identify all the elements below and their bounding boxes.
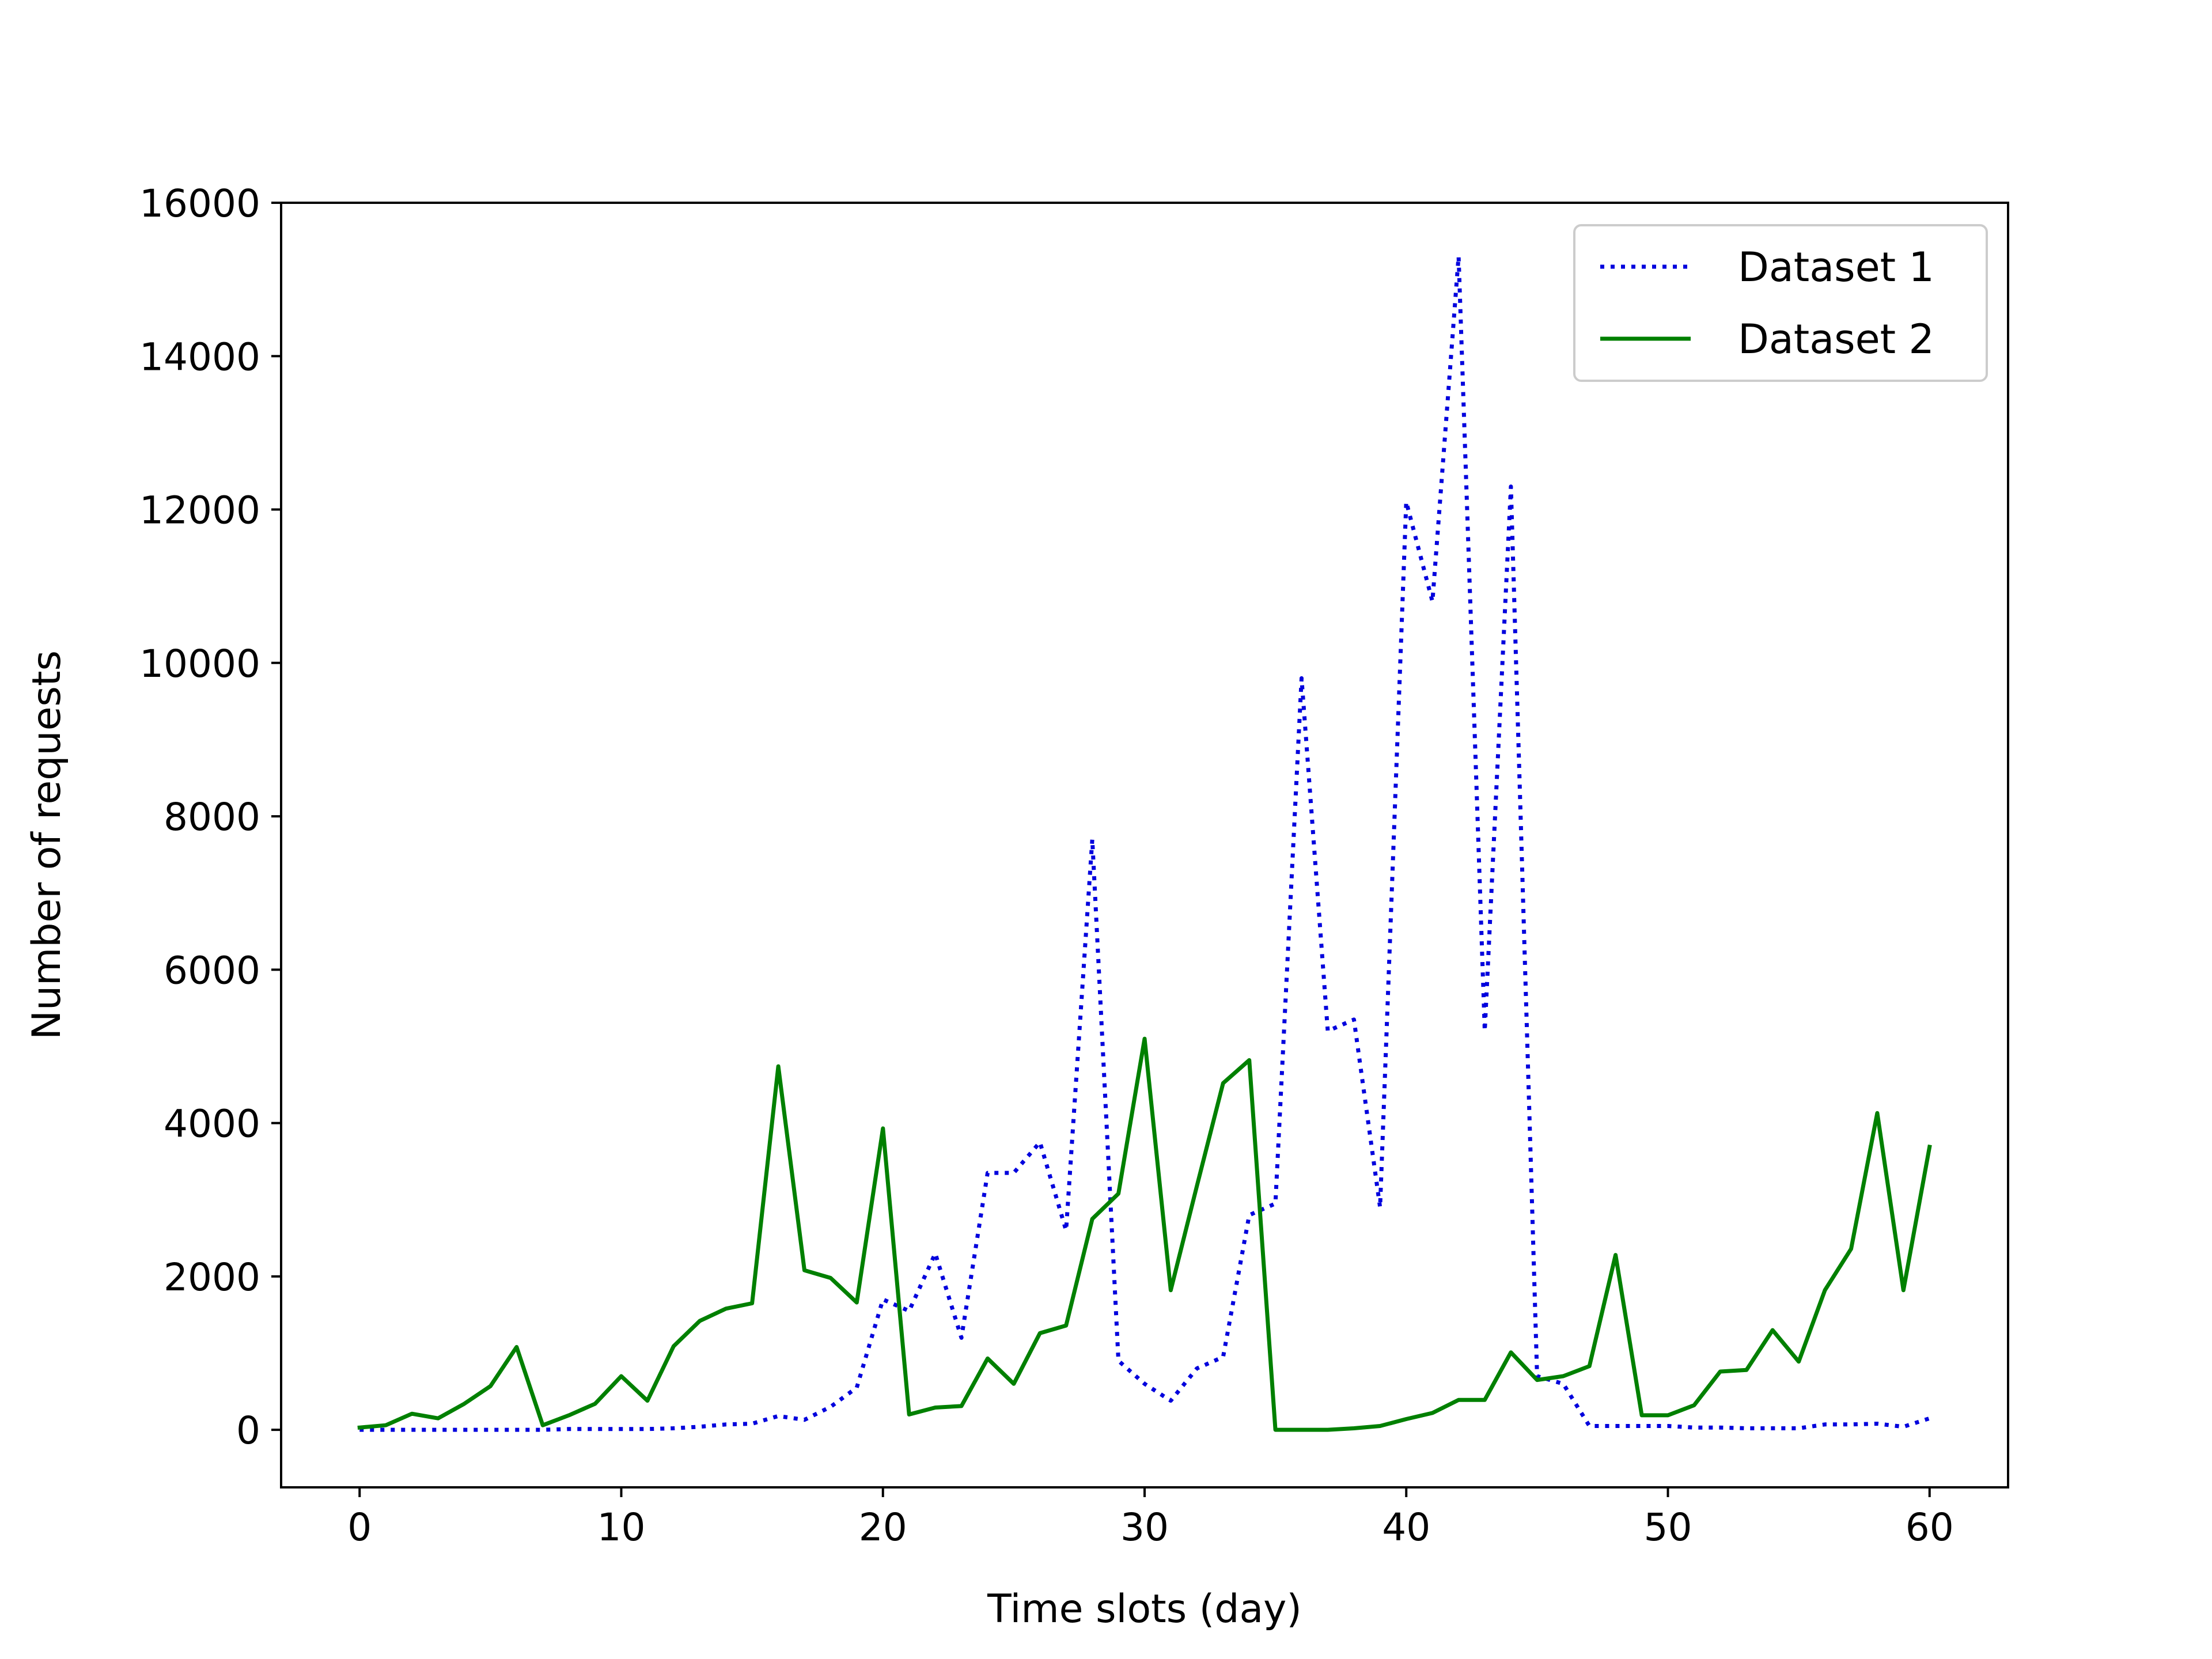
y-tick-label: 0 [236, 1408, 260, 1453]
x-axis-label: Time slots (day) [987, 1586, 1302, 1632]
x-tick-label: 10 [597, 1505, 646, 1550]
x-tick-label: 40 [1382, 1505, 1430, 1550]
y-axis-label: Number of requests [24, 650, 70, 1040]
x-tick-label: 0 [347, 1505, 372, 1550]
x-tick-label: 50 [1643, 1505, 1692, 1550]
y-tick-label: 2000 [164, 1255, 260, 1300]
x-axis-ticks: 0 10 20 30 40 50 60 [347, 1487, 1954, 1550]
y-tick-label: 10000 [139, 642, 260, 686]
y-tick-label: 8000 [164, 795, 260, 839]
legend: Dataset 1 Dataset 2 [1573, 224, 1988, 382]
legend-label-1: Dataset 1 [1738, 244, 1934, 291]
series-layer [357, 254, 1932, 1432]
x-tick-label: 60 [1906, 1505, 1954, 1550]
series-line-1 [359, 254, 1930, 1432]
y-tick-label: 12000 [139, 488, 260, 533]
legend-box [1573, 224, 1988, 382]
legend-items: Dataset 1 Dataset 2 [1600, 244, 1934, 363]
y-tick-label: 14000 [139, 335, 260, 379]
x-tick-label: 30 [1120, 1505, 1169, 1550]
y-axis-ticks: 0 2000 4000 6000 8000 10000 12000 14000 16000 [139, 181, 281, 1453]
x-tick-label: 20 [859, 1505, 907, 1550]
y-tick-label: 4000 [164, 1102, 260, 1146]
legend-label-2: Dataset 2 [1738, 316, 1934, 363]
y-tick-label: 6000 [164, 948, 260, 993]
y-tick-label: 16000 [139, 181, 260, 226]
series-line-2 [357, 1036, 1932, 1432]
